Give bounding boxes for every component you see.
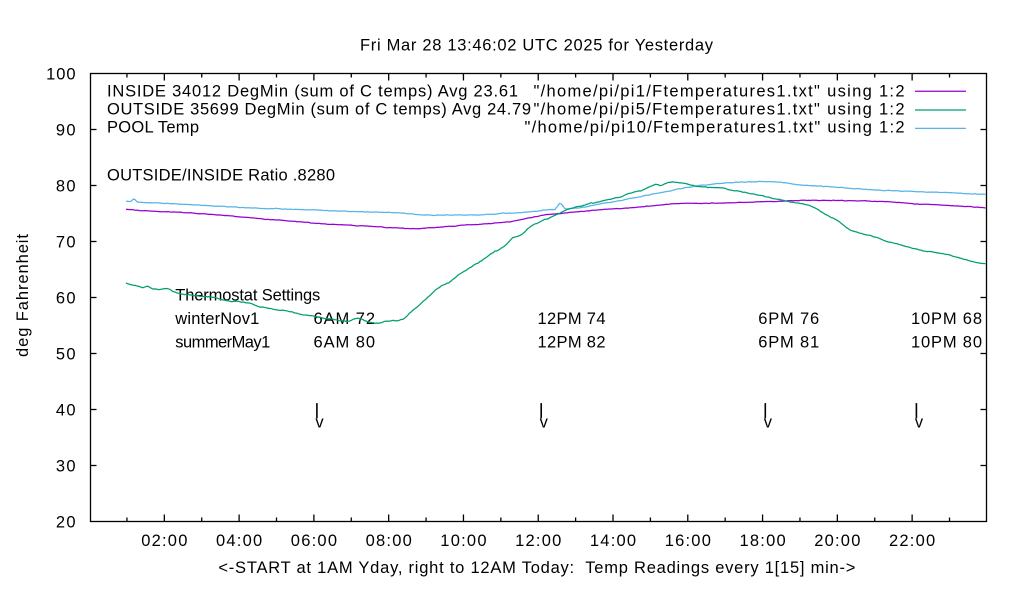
svg-text:06:00: 06:00 [291, 532, 337, 550]
svg-text:80: 80 [56, 178, 76, 196]
svg-text:6AM 80: 6AM 80 [314, 333, 376, 351]
svg-text:90: 90 [56, 122, 76, 140]
svg-text:12PM 82: 12PM 82 [538, 333, 606, 351]
svg-text:Thermostat Settings: Thermostat Settings [175, 287, 320, 305]
svg-text:deg Fahrenheit: deg Fahrenheit [14, 234, 32, 357]
svg-text:10PM 80: 10PM 80 [911, 333, 982, 351]
svg-text:08:00: 08:00 [366, 532, 412, 550]
svg-text:10:00: 10:00 [440, 532, 486, 550]
svg-text:12PM 74: 12PM 74 [538, 310, 606, 328]
svg-text:04:00: 04:00 [216, 532, 262, 550]
svg-text:POOL Temp: POOL Temp [107, 119, 199, 137]
svg-text:14:00: 14:00 [590, 532, 636, 550]
svg-text:<-START at 1AM Yday, right to: <-START at 1AM Yday, right to 12AM Today… [218, 559, 855, 577]
svg-text:50: 50 [56, 346, 76, 364]
svg-text:12:00: 12:00 [515, 532, 561, 550]
svg-text:02:00: 02:00 [141, 532, 187, 550]
svg-text:winterNov1: winterNov1 [174, 310, 259, 328]
svg-text:6PM 76: 6PM 76 [758, 310, 819, 328]
svg-text:INSIDE 34012 DegMin (sum of C: INSIDE 34012 DegMin (sum of C temps) Avg… [107, 82, 518, 100]
svg-text:22:00: 22:00 [889, 532, 935, 550]
svg-text:60: 60 [56, 290, 76, 308]
svg-text:Fri Mar 28 13:46:02 UTC 2025 f: Fri Mar 28 13:46:02 UTC 2025 for Yesterd… [360, 37, 714, 55]
svg-text:20:00: 20:00 [814, 532, 860, 550]
svg-text:OUTSIDE 35699 DegMin (sum of C: OUTSIDE 35699 DegMin (sum of C temps) Av… [107, 101, 531, 119]
svg-text:v: v [915, 414, 924, 432]
svg-text:v: v [764, 414, 773, 432]
svg-text:70: 70 [56, 234, 76, 252]
svg-text:10PM 68: 10PM 68 [911, 310, 982, 328]
svg-text:30: 30 [56, 458, 76, 476]
svg-text:"/home/pi/pi5/Ftemperatures1.t: "/home/pi/pi5/Ftemperatures1.txt" using … [534, 101, 905, 119]
svg-text:"/home/pi/pi1/Ftemperatures1.t: "/home/pi/pi1/Ftemperatures1.txt" using … [534, 82, 905, 100]
svg-text:v: v [540, 414, 549, 432]
svg-text:OUTSIDE/INSIDE Ratio .8280: OUTSIDE/INSIDE Ratio .8280 [107, 167, 335, 185]
svg-text:16:00: 16:00 [665, 532, 711, 550]
svg-text:"/home/pi/pi10/Ftemperatures1.: "/home/pi/pi10/Ftemperatures1.txt" using… [525, 119, 905, 137]
svg-text:18:00: 18:00 [740, 532, 786, 550]
svg-text:v: v [315, 414, 324, 432]
svg-text:20: 20 [56, 514, 76, 532]
svg-text:100: 100 [46, 66, 76, 84]
svg-text:6AM 72: 6AM 72 [314, 310, 376, 328]
svg-text:6PM 81: 6PM 81 [758, 333, 819, 351]
svg-text:summerMay1: summerMay1 [175, 333, 270, 351]
svg-text:40: 40 [56, 402, 76, 420]
